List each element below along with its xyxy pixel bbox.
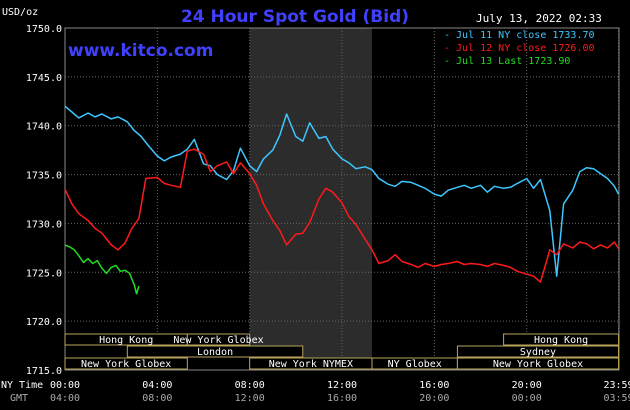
y-tick-label: 1725.0 [26,268,62,279]
x-tick-label-gmt: 08:00 [142,393,172,404]
y-tick-label: 1740.0 [26,122,62,133]
session-label: New York NYMEX [269,359,353,370]
session-label: New York Globex [493,359,583,370]
series-line-2 [64,148,620,283]
x-tick-label-gmt: 20:00 [419,393,449,404]
session-label: New York Globex [173,335,263,346]
x-tick-label-ny: 16:00 [419,380,449,391]
legend-entry: - Jul 11 NY close 1733.70 [444,30,595,41]
session-label: Hong Kong [99,335,153,346]
x-tick-label-ny: 23:59 [603,380,630,391]
x-tick-label-gmt: 04:00 [50,393,80,404]
x-tick-label-ny: 00:00 [50,380,80,391]
legend-entry: - Jul 13 Last 1723.90 [444,56,570,67]
y-tick-label: 1730.0 [26,219,62,230]
legend-entry: - Jul 12 NY close 1726.00 [444,43,595,54]
session-box [64,357,188,370]
x-tick-label-ny: 04:00 [142,380,172,391]
session-box [126,345,304,358]
plot-frame [64,27,620,371]
y-tick-label: 1745.0 [26,73,62,84]
series-line-1 [64,105,620,277]
x-tick-label-ny: 12:00 [327,380,357,391]
session-box [456,357,620,370]
x-tick-label-gmt: 16:00 [327,393,357,404]
session-label: Sydney [520,347,556,358]
series-line-3 [64,244,140,295]
x-row-label-gmt: GMT [10,393,28,404]
x-tick-label-ny: 08:00 [235,380,265,391]
session-box [186,333,251,346]
nymex-session-shade [249,28,373,370]
x-tick-label-ny: 20:00 [512,380,542,391]
y-tick-label: 1715.0 [26,366,62,377]
session-label: Hong Kong [534,335,588,346]
timestamp: July 13, 2022 02:33 [476,12,602,25]
chart-title: 24 Hour Spot Gold (Bid) [181,7,409,27]
session-label: NY Globex [388,359,442,370]
x-row-label-ny: NY Time [1,380,43,391]
session-label: New York Globex [81,359,171,370]
x-tick-label-gmt: 00:00 [512,393,542,404]
y-axis-unit-label: USD/oz [2,7,38,18]
session-box [456,345,620,358]
session-label: London [197,347,233,358]
session-box [503,333,620,346]
x-tick-label-gmt: 12:00 [235,393,265,404]
x-tick-label-gmt: 03:59 [603,393,630,404]
y-tick-label: 1735.0 [26,171,62,182]
y-tick-label: 1720.0 [26,317,62,328]
watermark: www.kitco.com [68,41,213,61]
y-tick-label: 1750.0 [26,24,62,35]
